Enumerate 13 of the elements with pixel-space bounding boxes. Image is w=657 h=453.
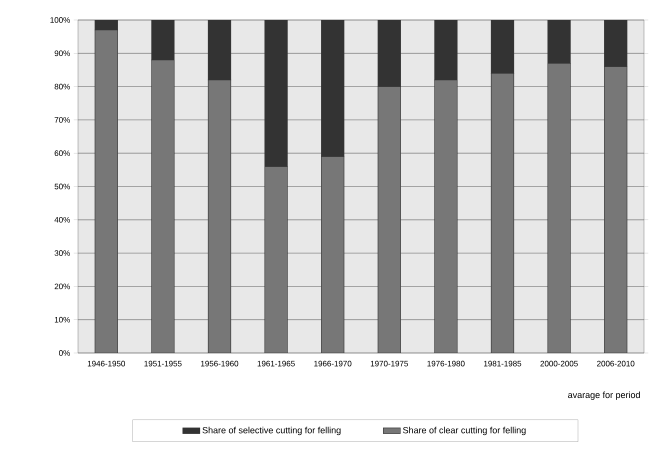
bar — [490, 72, 514, 353]
bar — [321, 156, 344, 353]
x-axis-title: avarage for period — [568, 391, 640, 400]
bar — [547, 62, 571, 353]
bar — [264, 166, 288, 353]
bar — [208, 80, 232, 353]
bar — [94, 30, 118, 353]
bar — [151, 60, 175, 353]
bar — [434, 80, 458, 353]
bar — [378, 86, 401, 353]
bar — [604, 66, 628, 353]
legend-label: Share of clear cutting for felling — [402, 426, 526, 436]
legend-label: Share of selective cutting for felling — [202, 426, 341, 436]
